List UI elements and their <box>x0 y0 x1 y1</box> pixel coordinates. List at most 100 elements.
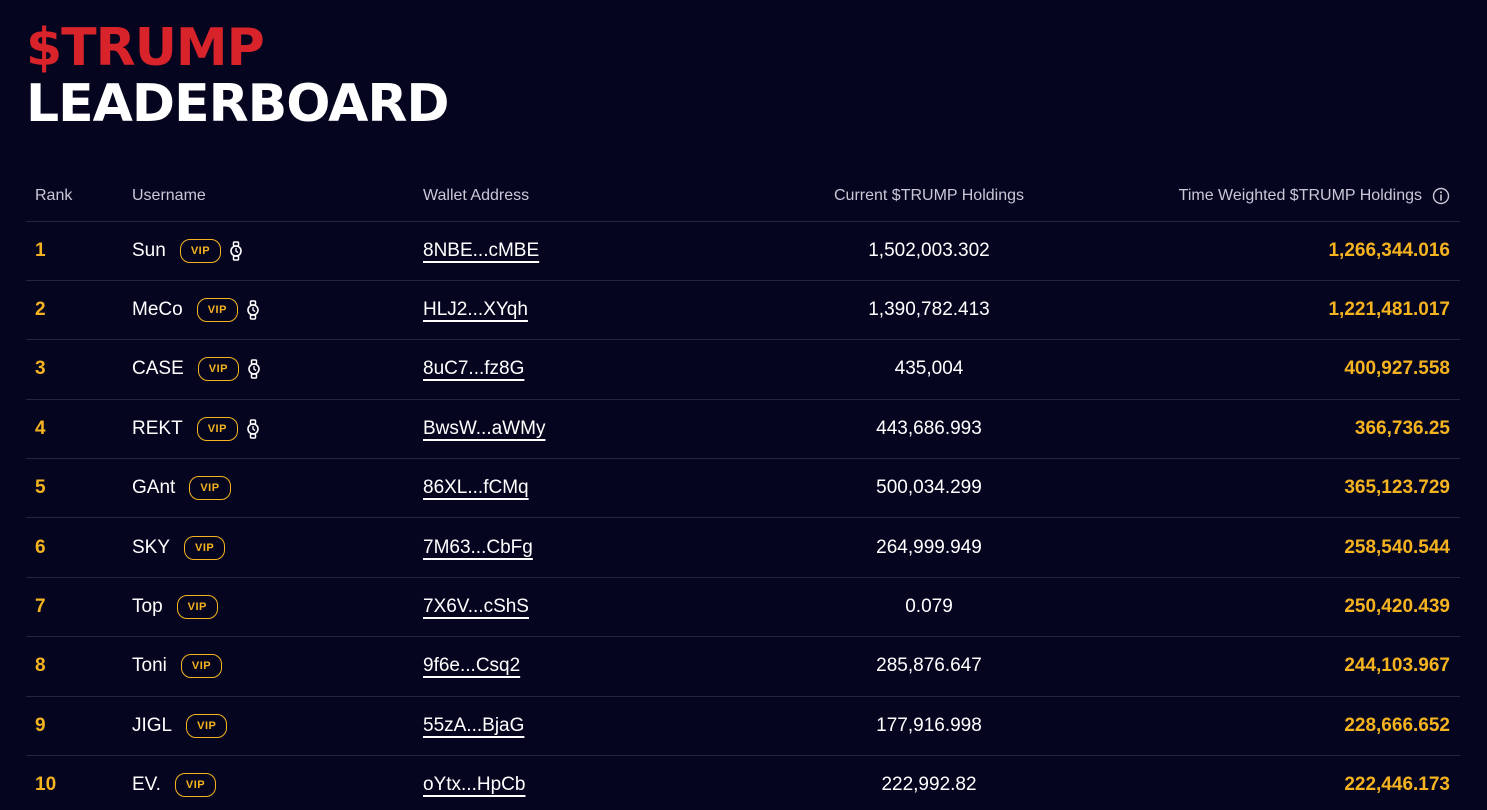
table-row: 6 SKY VIP 7M63...CbFg 264,999.949 258,54… <box>26 517 1460 578</box>
time-weighted-holdings-cell: 244,103.967 <box>1104 636 1460 697</box>
username-cell: SKY VIP <box>123 517 414 578</box>
wallet-address-link[interactable]: 8NBE...cMBE <box>423 239 540 261</box>
username-cell: GAnt VIP <box>123 458 414 519</box>
username-cell: MeCo VIP <box>123 280 414 341</box>
vip-badge: VIP <box>174 773 217 798</box>
time-weighted-header-wrap: Time Weighted $TRUMP Holdings <box>1179 187 1450 205</box>
header-row: Rank Username Wallet Address Current $TR… <box>26 172 1460 222</box>
leaderboard-table: Rank Username Wallet Address Current $TR… <box>26 172 1460 810</box>
username[interactable]: Sun <box>132 239 166 261</box>
current-holdings-cell: 0.079 <box>754 577 1104 638</box>
title-accent: $TRUMP <box>26 18 265 78</box>
user-wrap: Sun VIP <box>132 238 243 263</box>
current-holdings-cell: 222,992.82 <box>881 774 977 796</box>
time-weighted-holdings-cell: 1,266,344.016 <box>1104 221 1460 281</box>
current-holdings-cell: 443,686.993 <box>754 399 1104 460</box>
username-cell: JIGL VIP <box>123 696 414 757</box>
wallet-address-link[interactable]: 86XL...fCMq <box>423 477 529 499</box>
username-cell: Toni VIP <box>123 636 414 697</box>
watch-icon <box>246 300 260 320</box>
table-header: Rank Username Wallet Address Current $TR… <box>26 172 1460 222</box>
vip-badge: VIP <box>196 416 238 441</box>
table-row: 10 EV. VIP oYtx...HpCb 222,992.82 222,44… <box>26 756 1460 810</box>
wallet-cell: 7X6V...cShS <box>414 577 754 638</box>
current-holdings-cell: 285,876.647 <box>754 636 1104 697</box>
wallet-cell: 7M63...CbFg <box>414 517 754 578</box>
info-icon[interactable] <box>1432 187 1450 205</box>
wallet-cell: 8uC7...fz8G <box>414 339 754 400</box>
user-wrap: Top VIP <box>132 595 218 620</box>
time-weighted-holdings-cell: 228,666.652 <box>1104 696 1460 757</box>
rank-cell: 4 <box>26 399 123 460</box>
wallet-address-link[interactable]: HLJ2...XYqh <box>423 299 528 321</box>
user-wrap: REKT VIP <box>132 416 260 441</box>
username[interactable]: GAnt <box>132 477 176 499</box>
table-row: 7 Top VIP 7X6V...cShS 0.079 250,420.439 <box>26 577 1460 638</box>
table-row: 8 Toni VIP 9f6e...Csq2 285,876.647 244,1… <box>26 636 1460 697</box>
username-cell: EV. VIP <box>123 756 414 810</box>
column-header-current-holdings: Current $TRUMP Holdings <box>754 172 1104 222</box>
watch-icon <box>246 419 260 439</box>
rank-cell: 5 <box>26 458 123 519</box>
wallet-cell: HLJ2...XYqh <box>414 280 754 341</box>
time-weighted-holdings-cell: 258,540.544 <box>1104 517 1460 578</box>
username[interactable]: Top <box>132 596 163 618</box>
watch-icon <box>229 240 243 261</box>
wallet-address-link[interactable]: 7M63...CbFg <box>423 536 533 558</box>
wallet-cell: 9f6e...Csq2 <box>414 636 754 697</box>
wallet-address-link[interactable]: oYtx...HpCb <box>423 774 526 796</box>
user-wrap: Toni VIP <box>132 654 223 679</box>
rank-cell: 8 <box>26 636 123 697</box>
username[interactable]: EV. <box>132 774 161 796</box>
rank-cell: 7 <box>26 577 123 638</box>
user-wrap: GAnt VIP <box>132 476 231 501</box>
wallet-address-link[interactable]: 7X6V...cShS <box>423 596 529 618</box>
rank-cell: 6 <box>26 517 123 578</box>
wallet-address-link[interactable]: 9f6e...Csq2 <box>423 655 521 677</box>
time-weighted-holdings-cell: 1,221,481.017 <box>1104 280 1460 341</box>
wallet-cell: BwsW...aWMy <box>414 399 754 460</box>
time-weighted-holdings-cell: 222,446.173 <box>1344 774 1450 796</box>
column-header-username: Username <box>123 172 414 222</box>
time-weighted-holdings-cell: 365,123.729 <box>1104 458 1460 519</box>
wallet-address-link[interactable]: 55zA...BjaG <box>423 714 525 736</box>
wallet-cell: 8NBE...cMBE <box>414 221 754 281</box>
time-weighted-header-label: Time Weighted $TRUMP Holdings <box>1178 187 1422 205</box>
title-main: LEADERBOARD <box>26 74 450 134</box>
rank-cell: 10 <box>35 774 57 796</box>
time-weighted-holdings-cell: 250,420.439 <box>1104 577 1460 638</box>
vip-badge: VIP <box>196 298 238 323</box>
table-row: 1 Sun VIP 8NBE...cMBE 1,502,003.302 1,26… <box>26 221 1460 281</box>
vip-badge: VIP <box>184 535 226 560</box>
user-wrap: MeCo VIP <box>132 298 260 323</box>
username[interactable]: JIGL <box>132 714 173 736</box>
time-weighted-holdings-cell: 400,927.558 <box>1104 339 1460 400</box>
current-holdings-cell: 264,999.949 <box>754 517 1104 578</box>
username[interactable]: Toni <box>132 655 167 677</box>
wallet-cell: 55zA...BjaG <box>414 696 754 757</box>
user-wrap: CASE VIP <box>132 357 261 382</box>
wallet-address-link[interactable]: 8uC7...fz8G <box>423 358 525 380</box>
current-holdings-cell: 1,502,003.302 <box>754 221 1104 281</box>
wallet-address-link[interactable]: BwsW...aWMy <box>423 417 546 439</box>
table-row: 4 REKT VIP BwsW...aWMy 443,686.993 366,7… <box>26 399 1460 460</box>
rank-cell: 3 <box>26 339 123 400</box>
username[interactable]: SKY <box>132 536 171 558</box>
username[interactable]: REKT <box>132 417 183 439</box>
username-cell: Top VIP <box>123 577 414 638</box>
vip-badge: VIP <box>186 713 228 738</box>
column-header-time-weighted: Time Weighted $TRUMP Holdings <box>1104 172 1460 222</box>
username[interactable]: MeCo <box>132 299 183 321</box>
username[interactable]: CASE <box>132 358 184 380</box>
username-cell: CASE VIP <box>123 339 414 400</box>
table-row: 5 GAnt VIP 86XL...fCMq 500,034.299 365,1… <box>26 458 1460 519</box>
current-holdings-cell: 177,916.998 <box>754 696 1104 757</box>
current-holdings-cell: 1,390,782.413 <box>754 280 1104 341</box>
username-cell: REKT VIP <box>123 399 414 460</box>
watch-icon <box>247 359 261 380</box>
page-title: $TRUMP LEADERBOARD <box>26 18 450 134</box>
vip-badge: VIP <box>176 595 218 620</box>
wallet-cell: 86XL...fCMq <box>414 458 754 519</box>
table-row: 9 JIGL VIP 55zA...BjaG 177,916.998 228,6… <box>26 696 1460 757</box>
vip-badge: VIP <box>189 476 231 501</box>
